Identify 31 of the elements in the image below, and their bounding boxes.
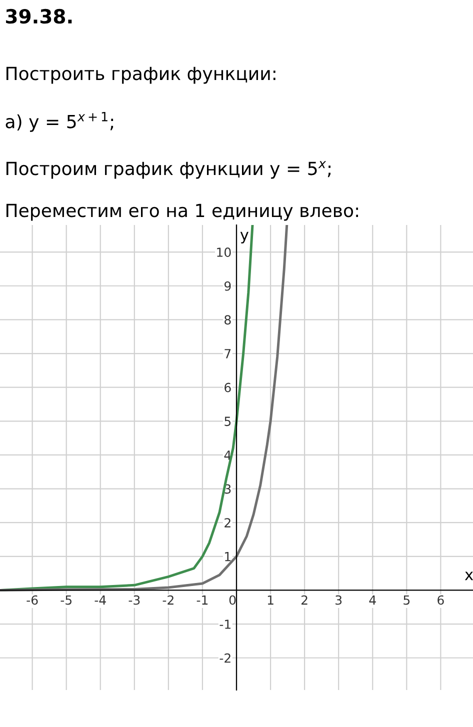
x-tick-label: 0 [229,595,236,605]
x-tick-label: 6 [438,595,444,605]
y-tick-label: 2 [224,518,230,528]
chart-subtitle: Построить график функции: [6,66,276,84]
x-tick-label: 5 [404,595,410,605]
x-tick-label: -4 [94,595,106,605]
y-tick-label: 5 [224,416,231,426]
chart-title: 39.38. [6,8,72,24]
y-tick-label: 9 [224,281,231,291]
x-tick-label: 1 [268,595,274,605]
y-tick-label: 4 [224,450,231,460]
y-tick-label: 8 [224,315,231,325]
y-tick-label: 1 [225,552,230,562]
x-axis-title: x [464,572,473,580]
y-axis-title: y [240,232,248,244]
text: Переместим его на 1 единицу влево: [6,204,358,221]
x-tick-label: 2 [301,595,308,605]
x-tick-label: -6 [26,595,38,605]
y-tick-label: -2 [220,653,230,663]
text: Построим график функции y = 5$^{x}$; [6,161,330,179]
y-tick-label: -1 [220,620,230,629]
x-tick-label: -3 [128,595,140,605]
x-tick-label: -5 [60,595,72,605]
y-tick-label: 10 [217,248,231,257]
text: а) y = 5$^{x+1}$; [6,112,114,132]
x-tick-label: 3 [336,595,342,605]
y-tick-label: 6 [224,382,231,392]
x-tick-label: 4 [369,595,376,605]
y-tick-label: 7 [224,349,231,358]
x-tick-label: -1 [196,595,208,605]
x-tick-label: -2 [162,595,174,605]
